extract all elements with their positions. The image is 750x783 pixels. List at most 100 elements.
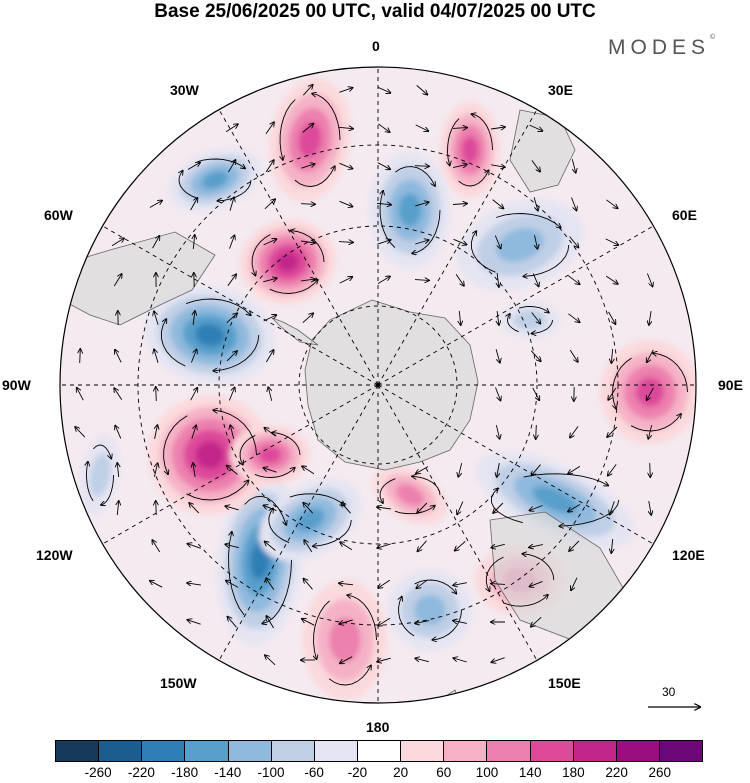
wind-arrow (228, 160, 236, 173)
pole-marker (375, 382, 381, 388)
wind-arrow (569, 349, 578, 362)
wind-arrow (264, 199, 275, 210)
colorbar-tick-label: -140 (214, 765, 242, 780)
wind-arrow (313, 519, 352, 546)
wind-arrow (312, 94, 341, 141)
positive-anomaly-contour (276, 252, 300, 272)
wind-arrow (186, 480, 249, 501)
lon-label-30w: 30W (170, 82, 199, 98)
negative-anomaly-contour (414, 595, 446, 625)
wind-arrow (606, 199, 617, 208)
wind-arrow (160, 319, 186, 367)
colorbar-swatch (98, 741, 142, 761)
wind-arrow (264, 505, 277, 512)
wind-arrow (414, 166, 429, 167)
colorbar-swatch (572, 741, 616, 761)
positive-anomaly-contour (195, 441, 225, 469)
wind-arrow (114, 388, 123, 401)
wind-arrow (347, 595, 377, 641)
wind-arrow (571, 159, 575, 173)
wind-arrow (415, 124, 429, 131)
wind-arrow (189, 503, 200, 514)
wind-arrow (155, 425, 158, 439)
wind-arrow (340, 656, 353, 664)
negative-anomaly-contour (295, 508, 325, 532)
negative-anomaly-contour (532, 486, 578, 514)
wind-arrow (455, 541, 466, 550)
wind-arrow (611, 348, 612, 363)
wind-arrow (417, 502, 428, 513)
wind-arrow (568, 313, 579, 322)
wind-arrow (263, 278, 277, 283)
land-outlines (60, 109, 631, 703)
wind-arrow (377, 657, 391, 662)
colorbar-swatch (443, 741, 487, 761)
colorbar-swatch (486, 741, 530, 761)
colorbar-tick-label: -220 (127, 765, 155, 780)
wind-arrow (529, 124, 543, 131)
wind-arrow (495, 213, 561, 228)
wind-arrow (302, 313, 313, 324)
colorbar-swatch (615, 741, 659, 761)
wind-arrow (608, 387, 617, 400)
wind-arrow (193, 311, 195, 325)
wind-arrow (486, 556, 504, 591)
wind-arrow (377, 240, 390, 245)
wind-arrow (190, 350, 196, 363)
wind-arrow (377, 162, 390, 170)
wind-arrow (457, 501, 464, 515)
lon-label-90w: 90W (2, 377, 31, 393)
wind-arrow (453, 164, 467, 167)
wind-arrow (339, 619, 353, 624)
wind-arrow (378, 579, 391, 588)
wind-arrow (378, 123, 389, 132)
wind-arrow (569, 540, 580, 551)
wind-arrow (265, 122, 274, 135)
wind-arrow (530, 350, 540, 361)
wind-arrow (412, 476, 441, 496)
wind-arrow (416, 579, 428, 588)
meridian-line (212, 384, 379, 672)
wind-arrow (494, 235, 500, 249)
wind-arrow (294, 166, 335, 187)
wind-arrow (301, 164, 314, 169)
wind-arrow (453, 658, 467, 663)
wind-arrow (453, 583, 467, 586)
wind-arrow (459, 310, 460, 325)
wind-arrow (415, 621, 429, 624)
negative-anomaly-contour (398, 193, 422, 227)
colorbar-swatch (227, 741, 271, 761)
colorbar-swatch (184, 741, 228, 761)
wind-arrow (448, 118, 460, 166)
wind-arrow (649, 501, 651, 515)
lon-label-180: 180 (366, 719, 390, 735)
wind-arrow (302, 124, 314, 133)
wind-arrow (303, 503, 314, 514)
wind-arrow (93, 444, 111, 459)
wind-arrow (190, 198, 198, 211)
wind-arrow (87, 462, 94, 502)
wind-arrow (304, 579, 313, 590)
positive-anomaly-contour (461, 136, 479, 164)
wind-arrow (496, 425, 499, 439)
wind-arrow (653, 353, 688, 393)
wind-arrow (607, 426, 618, 437)
wind-arrow (227, 466, 238, 475)
wind-arrow (502, 595, 548, 607)
wind-arrow (491, 657, 505, 663)
wind-arrow (529, 545, 543, 548)
wind-arrow (228, 388, 234, 401)
wind-arrow (492, 199, 504, 209)
wind-arrow (302, 619, 315, 626)
wind-arrow (570, 426, 579, 437)
wind-arrow (193, 463, 195, 477)
wind-arrow (493, 502, 504, 513)
wind-arrow (571, 197, 577, 211)
negative-anomaly-contour (201, 171, 229, 189)
brand-name: MODES (608, 36, 711, 59)
positive-anomaly-contour (635, 377, 665, 407)
wind-arrow (415, 202, 428, 207)
meridian-line (91, 219, 379, 386)
wind-arrow (154, 463, 157, 477)
wind-arrow (265, 655, 276, 666)
